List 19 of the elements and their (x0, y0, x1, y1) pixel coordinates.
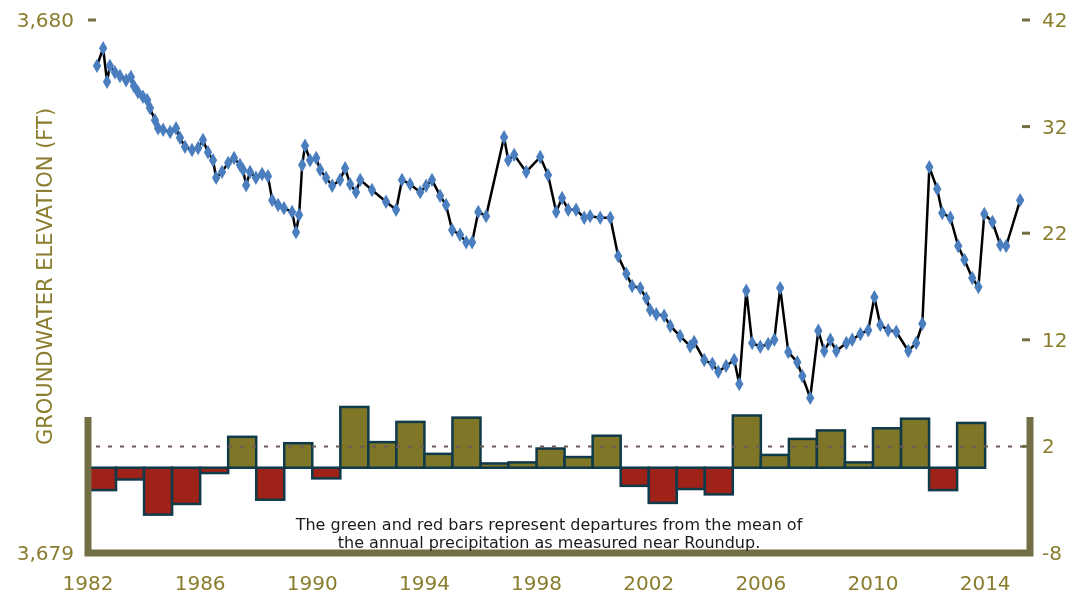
x-tick-label: 2010 (847, 571, 899, 595)
x-tick-label: 1998 (511, 571, 563, 595)
y2-tick-label: 22 (1042, 221, 1068, 246)
y-tick-label: 3,679 (16, 541, 74, 565)
x-tick-label: 2006 (735, 571, 787, 595)
y2-tick-label: -8 (1042, 541, 1062, 565)
x-tick-label: 1982 (62, 571, 114, 595)
y-tick-label: 3,680 (16, 8, 74, 32)
y2-tick-label: 42 (1042, 8, 1068, 32)
x-tick-label: 2014 (959, 571, 1011, 595)
x-tick-label: 1986 (174, 571, 226, 595)
annotation: The green and red bars represent departures from the mean of the annual precipitation as measured near Roundup. (294, 515, 803, 552)
y2-tick-label: 2 (1042, 434, 1055, 459)
x-tick-label: 1994 (398, 571, 450, 595)
y2-tick-label: 12 (1042, 327, 1068, 352)
x-tick-label: 1990 (286, 571, 338, 595)
x-tick-label: 2002 (623, 571, 675, 595)
y2-tick-label: 32 (1042, 114, 1068, 139)
y-axis-title: GROUNDWATER ELEVATION (FT) (33, 107, 57, 446)
